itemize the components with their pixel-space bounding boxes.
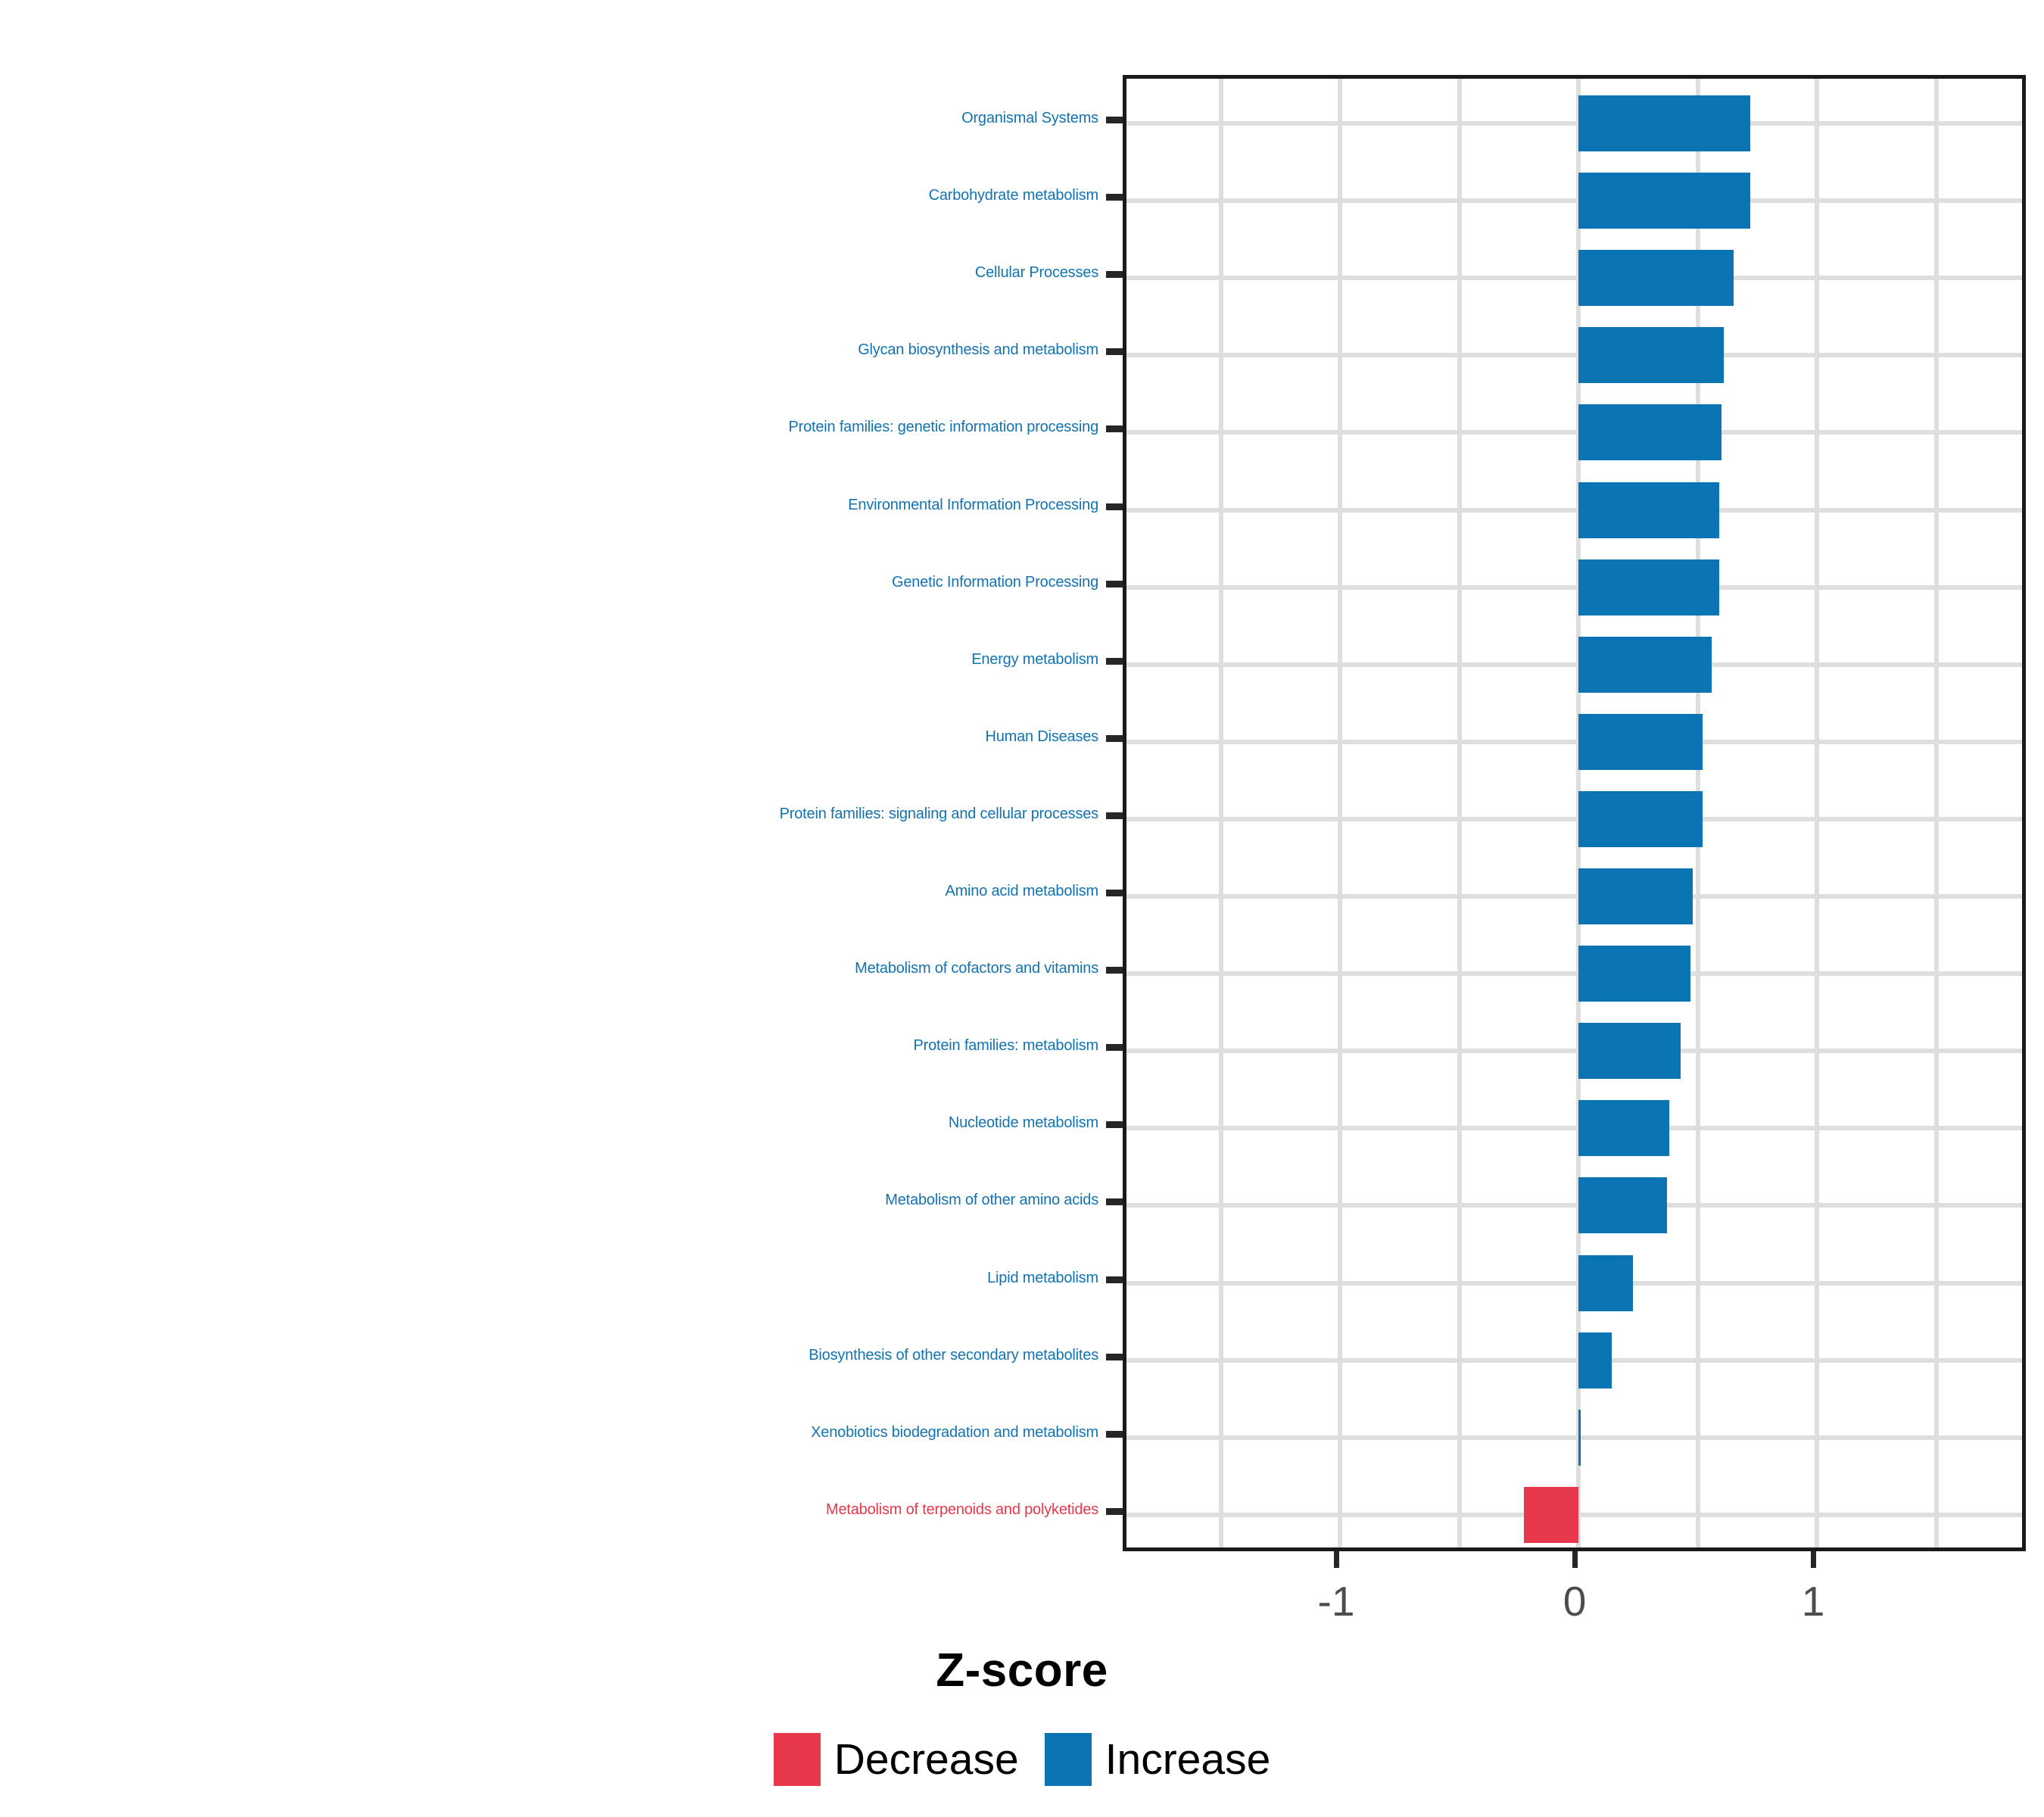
legend-item[interactable]: Increase bbox=[1044, 1733, 1271, 1786]
gridline-vertical bbox=[1933, 79, 1939, 1547]
y-axis-tick bbox=[1106, 1276, 1123, 1283]
legend-key-decrease bbox=[773, 1733, 821, 1786]
y-axis-tick bbox=[1106, 580, 1123, 587]
y-axis-tick bbox=[1106, 734, 1123, 742]
bar-increase bbox=[1578, 250, 1734, 307]
bar-increase bbox=[1578, 95, 1750, 151]
y-axis-label: Carbohydrate metabolism bbox=[928, 187, 1099, 204]
y-axis-label: Protein families: signaling and cellular… bbox=[779, 805, 1099, 822]
y-axis-label: Metabolism of terpenoids and polyketides bbox=[826, 1501, 1098, 1518]
x-axis-title: Z-score bbox=[936, 1644, 1108, 1697]
bar-increase bbox=[1578, 327, 1725, 384]
y-axis-tick bbox=[1106, 271, 1123, 279]
y-axis-tick bbox=[1106, 1430, 1123, 1438]
y-axis-label: Protein families: genetic information pr… bbox=[788, 419, 1099, 436]
y-axis-tick bbox=[1106, 1121, 1123, 1129]
y-axis-tick bbox=[1106, 890, 1123, 896]
gridline-horizontal bbox=[1126, 739, 2022, 744]
bar-increase bbox=[1578, 1177, 1667, 1234]
y-axis-label: Cellular Processes bbox=[974, 264, 1098, 282]
gridline-horizontal bbox=[1126, 584, 2022, 590]
legend-key-increase bbox=[1044, 1733, 1092, 1786]
x-axis-tick bbox=[1572, 1551, 1578, 1568]
gridline-horizontal bbox=[1126, 894, 2022, 899]
y-axis-tick bbox=[1106, 117, 1123, 123]
y-axis-tick bbox=[1106, 1507, 1123, 1515]
legend: Decrease Increase bbox=[0, 1733, 2044, 1786]
y-axis-label: Nucleotide metabolism bbox=[948, 1114, 1098, 1132]
bar-increase bbox=[1578, 946, 1691, 1002]
gridline-horizontal bbox=[1126, 430, 2022, 435]
x-axis-tick-label: 1 bbox=[1801, 1578, 1825, 1625]
bar-increase bbox=[1578, 1254, 1634, 1311]
bar-increase bbox=[1578, 1023, 1681, 1080]
y-axis-tick bbox=[1106, 1198, 1123, 1206]
y-axis-label: Xenobiotics biodegradation and metabolis… bbox=[811, 1423, 1098, 1441]
y-axis-label: Human Diseases bbox=[985, 728, 1099, 745]
bar-increase bbox=[1578, 713, 1703, 770]
y-axis-tick bbox=[1106, 503, 1123, 510]
gridline-vertical bbox=[1218, 79, 1223, 1547]
y-axis-tick bbox=[1106, 348, 1123, 356]
x-axis-tick-label: -1 bbox=[1317, 1578, 1355, 1625]
y-axis-label: Genetic Information Processing bbox=[891, 573, 1098, 591]
y-axis-label: Environmental Information Processing bbox=[848, 496, 1098, 513]
legend-item[interactable]: Decrease bbox=[773, 1733, 1019, 1786]
bar-increase bbox=[1578, 790, 1703, 847]
gridline-vertical bbox=[1338, 79, 1342, 1547]
gridline-horizontal bbox=[1126, 1203, 2022, 1208]
bar-increase bbox=[1578, 482, 1719, 538]
y-axis-tick bbox=[1106, 812, 1123, 819]
x-axis-tick bbox=[1334, 1551, 1339, 1568]
gridline-vertical bbox=[1815, 79, 1819, 1547]
bar-decrease bbox=[1523, 1486, 1578, 1543]
gridline-horizontal bbox=[1126, 1357, 2022, 1363]
gridline-horizontal bbox=[1126, 1049, 2022, 1054]
gridline-horizontal bbox=[1126, 276, 2022, 281]
y-axis-tick bbox=[1106, 194, 1123, 201]
bar-increase bbox=[1578, 559, 1719, 616]
y-axis-label: Metabolism of other amino acids bbox=[885, 1192, 1098, 1209]
gridline-vertical bbox=[1457, 79, 1462, 1547]
y-axis-label: Energy metabolism bbox=[971, 650, 1098, 668]
y-axis-tick bbox=[1106, 425, 1123, 433]
legend-label: Increase bbox=[1105, 1734, 1271, 1784]
bar-increase bbox=[1578, 1409, 1581, 1466]
y-axis-label: Protein families: metabolism bbox=[913, 1037, 1099, 1055]
legend-label: Decrease bbox=[833, 1734, 1019, 1784]
bar-increase bbox=[1578, 636, 1712, 693]
bar-increase bbox=[1578, 404, 1722, 461]
gridline-horizontal bbox=[1126, 662, 2022, 667]
y-axis-label: Lipid metabolism bbox=[987, 1269, 1098, 1286]
gridline-horizontal bbox=[1126, 121, 2022, 126]
bar-increase bbox=[1578, 1100, 1669, 1157]
gridline-horizontal bbox=[1126, 816, 2022, 821]
y-axis-label: Biosynthesis of other secondary metaboli… bbox=[809, 1346, 1098, 1364]
gridline-horizontal bbox=[1126, 1280, 2022, 1286]
y-axis-label: Glycan biosynthesis and metabolism bbox=[858, 341, 1098, 359]
gridline-horizontal bbox=[1126, 1126, 2022, 1131]
x-axis-tick bbox=[1811, 1551, 1816, 1568]
y-axis-label: Metabolism of cofactors and vitamins bbox=[855, 960, 1098, 977]
bar-increase bbox=[1578, 868, 1693, 924]
bar-increase bbox=[1578, 1332, 1612, 1388]
gridline-horizontal bbox=[1126, 507, 2022, 513]
gridline-horizontal bbox=[1126, 353, 2022, 358]
y-axis-tick bbox=[1106, 657, 1123, 665]
y-axis-tick bbox=[1106, 1353, 1123, 1360]
y-axis-label: Organismal Systems bbox=[961, 110, 1098, 126]
gridline-horizontal bbox=[1126, 971, 2022, 977]
gridline-horizontal bbox=[1126, 198, 2022, 204]
bar-increase bbox=[1578, 173, 1750, 229]
plot-panel bbox=[1123, 75, 2026, 1551]
y-axis-label: Amino acid metabolism bbox=[945, 883, 1098, 899]
y-axis-tick bbox=[1106, 1044, 1123, 1052]
gridline-horizontal bbox=[1126, 1435, 2022, 1440]
y-axis-tick bbox=[1106, 967, 1123, 974]
x-axis-tick-label: 0 bbox=[1563, 1578, 1587, 1625]
